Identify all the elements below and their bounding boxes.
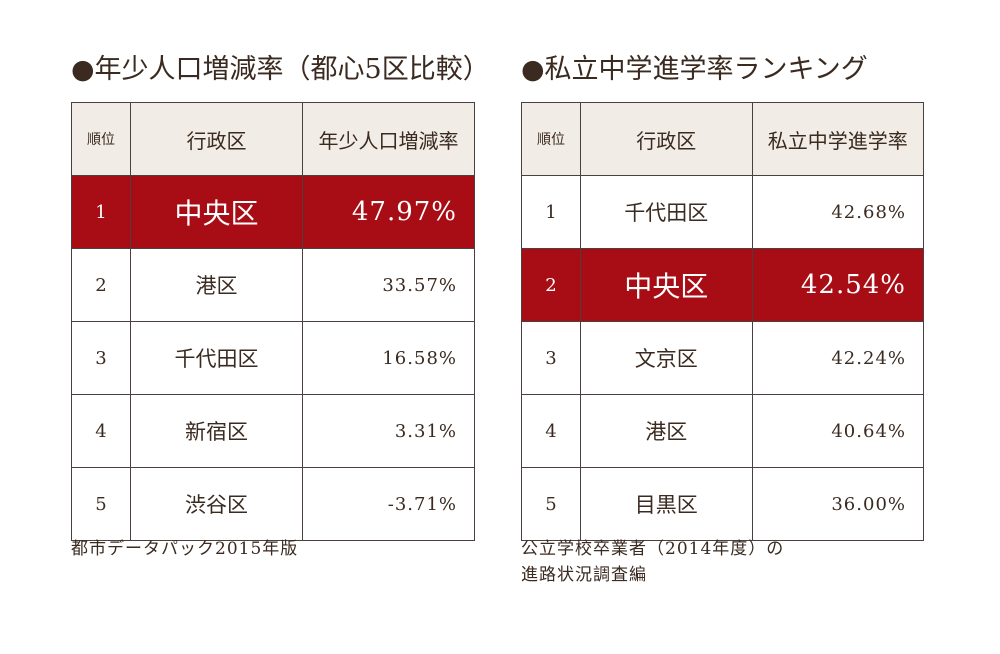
table-row: 5 目黒区 36.00%: [521, 467, 924, 541]
value-cell: 36.00%: [751, 467, 924, 541]
value-cell: 16.58%: [302, 321, 475, 395]
value-cell: 42.68%: [751, 175, 924, 249]
ward-cell: 中央区: [130, 175, 303, 249]
value-cell: 42.24%: [751, 321, 924, 395]
ward-cell: 中央区: [580, 248, 753, 322]
header-rank: 順位: [71, 102, 131, 176]
table-row: 2 中央区 42.54%: [521, 248, 924, 322]
header-value: 私立中学進学率: [751, 102, 924, 176]
rank-cell: 4: [71, 394, 131, 468]
rank-cell: 3: [521, 321, 581, 395]
table-row: 5 渋谷区 -3.71%: [71, 467, 475, 541]
ward-cell: 渋谷区: [130, 467, 303, 541]
value-cell: 40.64%: [751, 394, 924, 468]
table-header-row: 順位 行政区 年少人口増減率: [71, 102, 475, 176]
rank-cell: 2: [521, 248, 581, 322]
rank-cell: 2: [71, 248, 131, 322]
source-line: 公立学校卒業者（2014年度）の: [521, 539, 785, 559]
youth-population-table: 順位 行政区 年少人口増減率 1 中央区 47.97% 2 港区 33.57% 3 千代田区 1…: [71, 102, 475, 541]
header-ward: 行政区: [580, 102, 753, 176]
header-rank: 順位: [521, 102, 581, 176]
header-value: 年少人口増減率: [302, 102, 475, 176]
right-panel-title: ●私立中学進学率ランキング: [521, 54, 868, 85]
ward-cell: 港区: [580, 394, 753, 468]
ward-cell: 千代田区: [580, 175, 753, 249]
table-row: 2 港区 33.57%: [71, 248, 475, 322]
value-cell: -3.71%: [302, 467, 475, 541]
source-line: 進路状況調査編: [521, 565, 647, 585]
ward-cell: 千代田区: [130, 321, 303, 395]
table-header-row: 順位 行政区 私立中学進学率: [521, 102, 924, 176]
header-ward: 行政区: [130, 102, 303, 176]
private-school-table: 順位 行政区 私立中学進学率 1 千代田区 42.68% 2 中央区 42.54% 3 文京区…: [521, 102, 924, 541]
rank-cell: 3: [71, 321, 131, 395]
table-row: 4 新宿区 3.31%: [71, 394, 475, 468]
ward-cell: 文京区: [580, 321, 753, 395]
rank-cell: 5: [71, 467, 131, 541]
value-cell: 42.54%: [751, 248, 924, 322]
right-source-note: 公立学校卒業者（2014年度）の 進路状況調査編: [521, 536, 784, 588]
table-row: 1 千代田区 42.68%: [521, 175, 924, 249]
table-row: 3 文京区 42.24%: [521, 321, 924, 395]
table-row: 4 港区 40.64%: [521, 394, 924, 468]
ward-cell: 新宿区: [130, 394, 303, 468]
table-row: 3 千代田区 16.58%: [71, 321, 475, 395]
table-row: 1 中央区 47.97%: [71, 175, 475, 249]
source-line: 都市データパック2015年版: [71, 539, 299, 559]
value-cell: 33.57%: [302, 248, 475, 322]
rank-cell: 1: [71, 175, 131, 249]
value-cell: 47.97%: [302, 175, 475, 249]
value-cell: 3.31%: [302, 394, 475, 468]
rank-cell: 1: [521, 175, 581, 249]
rank-cell: 4: [521, 394, 581, 468]
rank-cell: 5: [521, 467, 581, 541]
left-panel-title: ●年少人口増減率（都心5区比較）: [71, 54, 490, 85]
ward-cell: 目黒区: [580, 467, 753, 541]
ward-cell: 港区: [130, 248, 303, 322]
left-source-note: 都市データパック2015年版: [71, 536, 298, 562]
